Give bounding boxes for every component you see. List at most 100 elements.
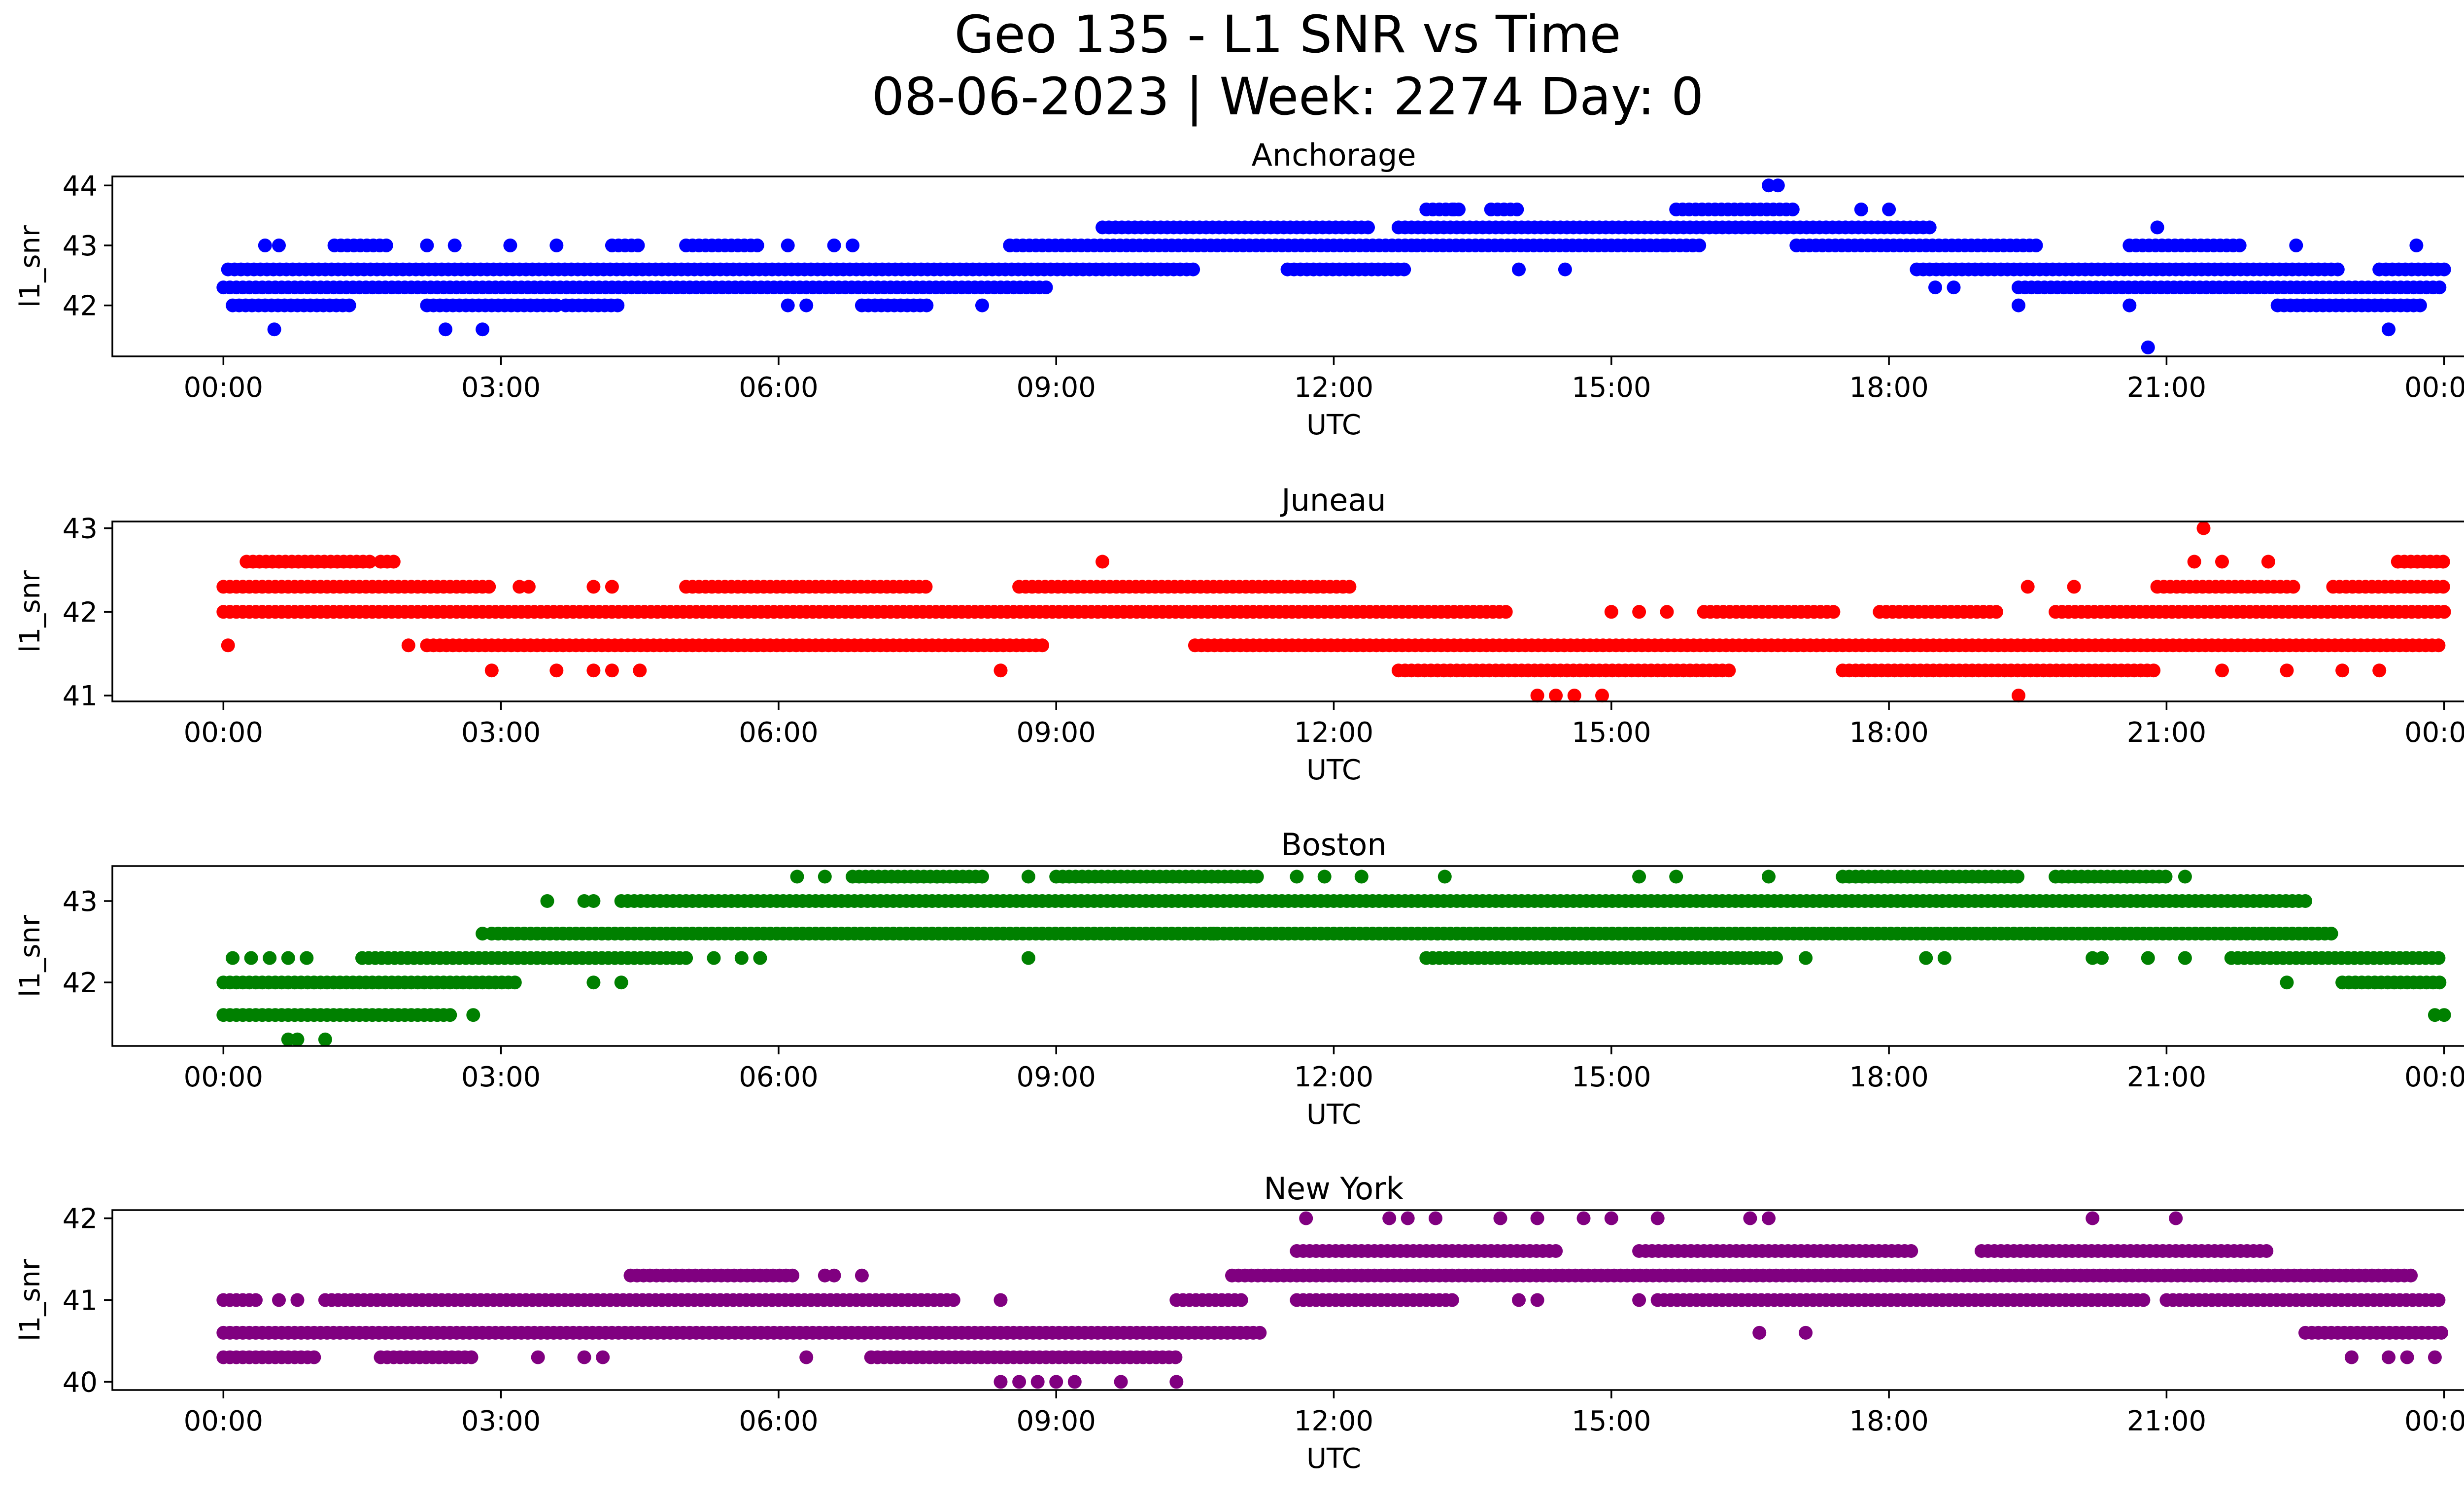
data-point (1558, 262, 1572, 277)
x-axis-label: UTC (1306, 754, 1361, 786)
data-point (707, 951, 721, 965)
data-point (1947, 280, 1961, 295)
data-point (1206, 927, 1221, 941)
data-point (508, 975, 522, 990)
data-point (484, 663, 499, 678)
data-point (920, 298, 934, 313)
x-tick-label: 21:00 (2127, 1061, 2206, 1093)
x-tick-label: 12:00 (1294, 717, 1373, 749)
data-point (1576, 1211, 1591, 1225)
data-point (1762, 869, 1776, 884)
x-tick-label: 06:00 (739, 717, 818, 749)
data-point (1397, 262, 1411, 277)
subplot-anchorage: Anchorage 42 43 44 00:00 03:00 06:00 09:00 12:00… (14, 137, 2464, 441)
subplot-title: Boston (1281, 827, 1386, 863)
data-point (2335, 663, 2350, 678)
data-point (1632, 1293, 1646, 1307)
scatter-series (216, 178, 2451, 354)
data-point (2437, 605, 2451, 619)
data-point (290, 1032, 305, 1046)
y-axis-label: l1_snr (14, 914, 46, 997)
data-point (2409, 238, 2424, 252)
data-point (586, 663, 601, 678)
data-point (1826, 605, 1841, 619)
data-point (2178, 951, 2192, 965)
y-tick-label: 43 (63, 230, 98, 262)
data-point (799, 298, 814, 313)
data-point (540, 894, 554, 908)
data-point (1499, 605, 1513, 619)
y-tick-label: 40 (63, 1366, 98, 1398)
data-point (1549, 689, 1563, 703)
y-tick-label: 42 (63, 1203, 98, 1235)
data-point (2215, 555, 2229, 569)
data-point (2413, 298, 2427, 313)
data-point (2330, 262, 2345, 277)
data-point (272, 1293, 286, 1307)
data-point (1445, 1293, 1459, 1307)
data-point (1317, 869, 1332, 884)
data-point (2431, 638, 2446, 653)
data-point (2196, 521, 2211, 535)
x-tick-label: 18:00 (1849, 1405, 1928, 1437)
data-point (531, 1350, 545, 1364)
data-point (1937, 951, 1951, 965)
data-point (1429, 1211, 1442, 1225)
data-point (281, 951, 295, 965)
data-point (2187, 555, 2201, 569)
data-point (1169, 1375, 1184, 1389)
y-tick-label: 42 (63, 596, 98, 628)
data-point (2289, 238, 2303, 252)
data-point (1762, 1211, 1776, 1225)
data-point (1361, 220, 1375, 235)
data-point (2011, 869, 2025, 884)
data-point (263, 951, 277, 965)
data-point (258, 238, 272, 252)
x-tick-label: 00:00 (2404, 1061, 2464, 1093)
data-point (2431, 951, 2446, 965)
data-point (1012, 1375, 1027, 1389)
data-point (1299, 1211, 1313, 1225)
x-tick-label: 15:00 (1572, 717, 1651, 749)
data-point (503, 238, 517, 252)
subplot-title: New York (1264, 1171, 1404, 1207)
data-point (1785, 202, 1800, 216)
data-point (818, 869, 832, 884)
subplot-juneau: Juneau 41 42 43 00:00 03:00 06:00 09:00 12:00 15:… (14, 482, 2464, 786)
data-point (2280, 663, 2294, 678)
data-point (786, 1268, 800, 1283)
data-point (1928, 280, 1942, 295)
data-point (586, 975, 601, 990)
data-point (1882, 202, 1896, 216)
data-point (549, 663, 564, 678)
data-point (855, 1268, 869, 1283)
data-point (1510, 202, 1524, 216)
data-point (476, 322, 490, 337)
data-point (482, 580, 496, 594)
data-point (734, 951, 749, 965)
data-point (611, 298, 625, 313)
x-tick-label: 00:00 (184, 1405, 263, 1437)
data-point (1904, 1244, 1918, 1258)
scatter-series (216, 869, 2451, 1046)
data-point (2086, 1211, 2100, 1225)
data-point (2012, 298, 2025, 313)
x-tick-label: 06:00 (739, 372, 818, 404)
data-point (1989, 605, 2003, 619)
x-tick-label: 00:00 (184, 1061, 263, 1093)
data-point (2169, 1211, 2183, 1225)
x-tick-label: 21:00 (2127, 372, 2206, 404)
data-point (307, 1350, 321, 1364)
data-point (379, 238, 393, 252)
data-point (614, 975, 628, 990)
data-point (1632, 869, 1646, 884)
x-tick-label: 12:00 (1294, 372, 1373, 404)
data-point (1692, 238, 1707, 252)
data-point (750, 238, 764, 252)
data-point (363, 555, 376, 569)
data-point (2400, 1350, 2414, 1364)
data-point (2382, 322, 2396, 337)
data-point (827, 1268, 841, 1283)
data-point (2344, 1350, 2359, 1364)
data-point (1799, 951, 1813, 965)
